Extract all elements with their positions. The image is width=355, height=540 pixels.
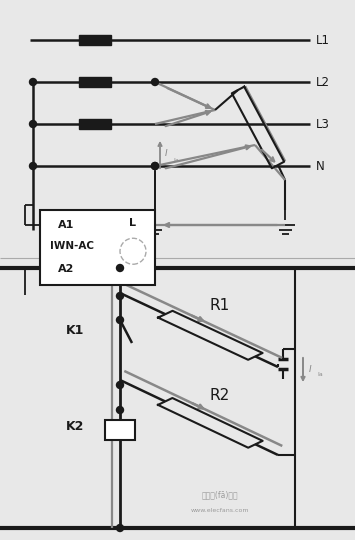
Text: K2: K2 <box>66 421 84 434</box>
Text: www.elecfans.com: www.elecfans.com <box>191 508 249 512</box>
Text: K1: K1 <box>66 323 84 336</box>
Text: IWN-AC: IWN-AC <box>50 241 94 251</box>
Text: N: N <box>316 159 325 172</box>
Circle shape <box>29 163 37 170</box>
Circle shape <box>116 293 124 300</box>
Circle shape <box>116 381 124 388</box>
Circle shape <box>116 316 124 323</box>
Text: L2: L2 <box>316 76 330 89</box>
Text: Ia: Ia <box>317 373 323 377</box>
Text: I: I <box>165 150 168 159</box>
Text: R1: R1 <box>210 298 230 313</box>
Text: 電子發(fā)燒友: 電子發(fā)燒友 <box>202 490 238 500</box>
Circle shape <box>116 524 124 531</box>
Circle shape <box>116 265 124 272</box>
Bar <box>79 119 111 129</box>
Circle shape <box>152 163 158 170</box>
Text: L3: L3 <box>316 118 330 131</box>
Bar <box>105 420 135 440</box>
Text: Ia: Ia <box>173 158 179 163</box>
Text: L: L <box>130 219 137 228</box>
Circle shape <box>152 163 158 170</box>
Text: A2: A2 <box>58 264 75 273</box>
Circle shape <box>116 407 124 414</box>
Bar <box>79 77 111 87</box>
Bar <box>79 35 111 45</box>
Circle shape <box>29 78 37 85</box>
Text: L1: L1 <box>316 33 330 46</box>
Circle shape <box>152 78 158 85</box>
Text: I: I <box>309 366 312 375</box>
Bar <box>40 210 155 285</box>
Text: R2: R2 <box>210 388 230 402</box>
Circle shape <box>29 120 37 127</box>
Text: A1: A1 <box>58 220 75 230</box>
